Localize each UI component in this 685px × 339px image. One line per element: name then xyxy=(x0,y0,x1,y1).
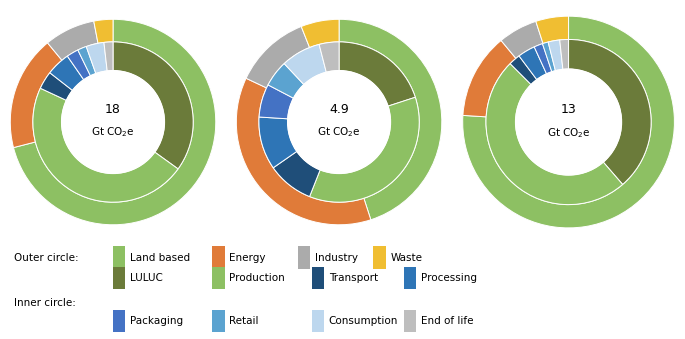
Wedge shape xyxy=(569,39,651,184)
Wedge shape xyxy=(501,21,543,58)
Bar xyxy=(212,267,225,289)
Wedge shape xyxy=(78,46,96,76)
Wedge shape xyxy=(86,42,108,74)
Bar xyxy=(404,310,416,332)
Wedge shape xyxy=(246,26,310,88)
Text: Production: Production xyxy=(229,273,285,283)
Wedge shape xyxy=(273,151,320,197)
Text: Waste: Waste xyxy=(390,253,423,263)
Wedge shape xyxy=(510,56,537,85)
Wedge shape xyxy=(339,42,415,106)
Wedge shape xyxy=(47,21,98,60)
Bar xyxy=(312,310,324,332)
Bar xyxy=(212,246,225,269)
Wedge shape xyxy=(268,64,304,98)
Wedge shape xyxy=(536,16,569,43)
Bar xyxy=(212,310,225,332)
Text: Gt CO$_2$e: Gt CO$_2$e xyxy=(547,126,590,140)
Wedge shape xyxy=(259,117,297,168)
Text: Retail: Retail xyxy=(229,316,259,326)
Text: Inner circle:: Inner circle: xyxy=(14,298,75,308)
Wedge shape xyxy=(548,40,563,71)
Wedge shape xyxy=(339,19,442,220)
Bar xyxy=(404,267,416,289)
Text: Processing: Processing xyxy=(421,273,477,283)
Wedge shape xyxy=(104,42,113,71)
Wedge shape xyxy=(543,42,556,72)
Text: Outer circle:: Outer circle: xyxy=(14,253,78,263)
Text: Energy: Energy xyxy=(229,253,266,263)
Wedge shape xyxy=(67,50,90,80)
Bar xyxy=(373,246,386,269)
Text: Gt CO$_2$e: Gt CO$_2$e xyxy=(317,125,361,139)
Text: 4.9: 4.9 xyxy=(329,103,349,116)
Wedge shape xyxy=(33,88,178,202)
Text: Transport: Transport xyxy=(329,273,378,283)
Wedge shape xyxy=(486,64,623,205)
Wedge shape xyxy=(259,85,294,119)
Bar xyxy=(113,267,125,289)
Text: 13: 13 xyxy=(561,103,576,116)
Wedge shape xyxy=(10,43,62,147)
Text: Land based: Land based xyxy=(130,253,190,263)
Wedge shape xyxy=(113,42,193,169)
Wedge shape xyxy=(319,42,339,72)
Wedge shape xyxy=(14,19,216,225)
Circle shape xyxy=(288,71,390,174)
Wedge shape xyxy=(310,97,419,202)
Wedge shape xyxy=(40,73,73,100)
Bar xyxy=(113,246,125,269)
Wedge shape xyxy=(236,78,371,225)
Text: 18: 18 xyxy=(105,103,121,116)
Text: Consumption: Consumption xyxy=(329,316,398,326)
Wedge shape xyxy=(284,44,326,85)
Text: LULUC: LULUC xyxy=(130,273,163,283)
Text: Industry: Industry xyxy=(315,253,358,263)
Wedge shape xyxy=(560,39,569,69)
Wedge shape xyxy=(519,47,547,80)
Wedge shape xyxy=(301,19,339,47)
Bar xyxy=(312,267,324,289)
Text: Gt CO$_2$e: Gt CO$_2$e xyxy=(91,125,135,139)
Wedge shape xyxy=(534,44,552,74)
Wedge shape xyxy=(462,16,675,228)
Text: End of life: End of life xyxy=(421,316,474,326)
Bar xyxy=(113,310,125,332)
Circle shape xyxy=(62,71,164,174)
Text: Packaging: Packaging xyxy=(130,316,184,326)
Wedge shape xyxy=(94,19,113,43)
Wedge shape xyxy=(50,56,84,91)
Circle shape xyxy=(516,69,621,175)
Bar xyxy=(298,246,310,269)
Wedge shape xyxy=(463,40,516,117)
